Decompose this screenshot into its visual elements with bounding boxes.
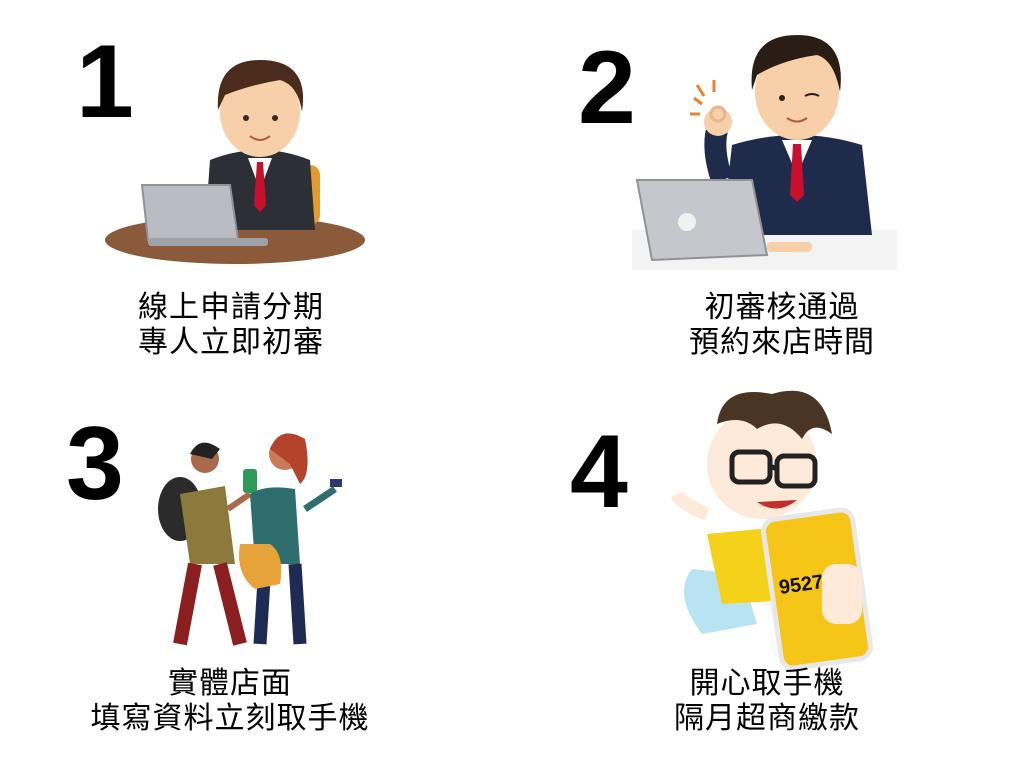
caption-line-1: 線上申請分期 [138, 290, 324, 325]
step-caption: 開心取手機 隔月超商繳款 [652, 666, 882, 736]
step-1: 1 線上申請分期 專人立即初審 [0, 0, 512, 384]
caption-line-2: 專人立即初審 [138, 325, 324, 360]
businessman-laptop-illustration [105, 60, 365, 264]
step-number: 3 [66, 406, 124, 522]
caption-line-1: 實體店面 [168, 666, 292, 701]
step-2: 2 初審核通過 預約來店時間 [512, 0, 1024, 384]
step-number: 4 [570, 414, 628, 530]
caption-line-1: 開心取手機 [689, 666, 845, 701]
step-3: 3 實體店面 填寫資料立刻取手機 [0, 384, 512, 768]
walking-people-illustration [158, 433, 342, 646]
caption-line-1: 初審核通過 [704, 290, 860, 325]
caption-line-2: 填寫資料立刻取手機 [90, 701, 370, 736]
caption-line-2: 隔月超商繳款 [674, 701, 860, 736]
step-caption: 實體店面 填寫資料立刻取手機 [70, 666, 390, 736]
step-4: 4 9527 開心取手機 隔月超商繳款 [512, 384, 1024, 768]
step-number: 1 [76, 24, 134, 140]
happy-phone-character-illustration [670, 390, 873, 671]
step-number: 2 [578, 30, 636, 146]
businessman-ok-illustration [632, 35, 897, 270]
step-caption: 初審核通過 預約來店時間 [667, 290, 897, 360]
caption-line-2: 預約來店時間 [689, 325, 875, 360]
step-caption: 線上申請分期 專人立即初審 [106, 290, 356, 360]
